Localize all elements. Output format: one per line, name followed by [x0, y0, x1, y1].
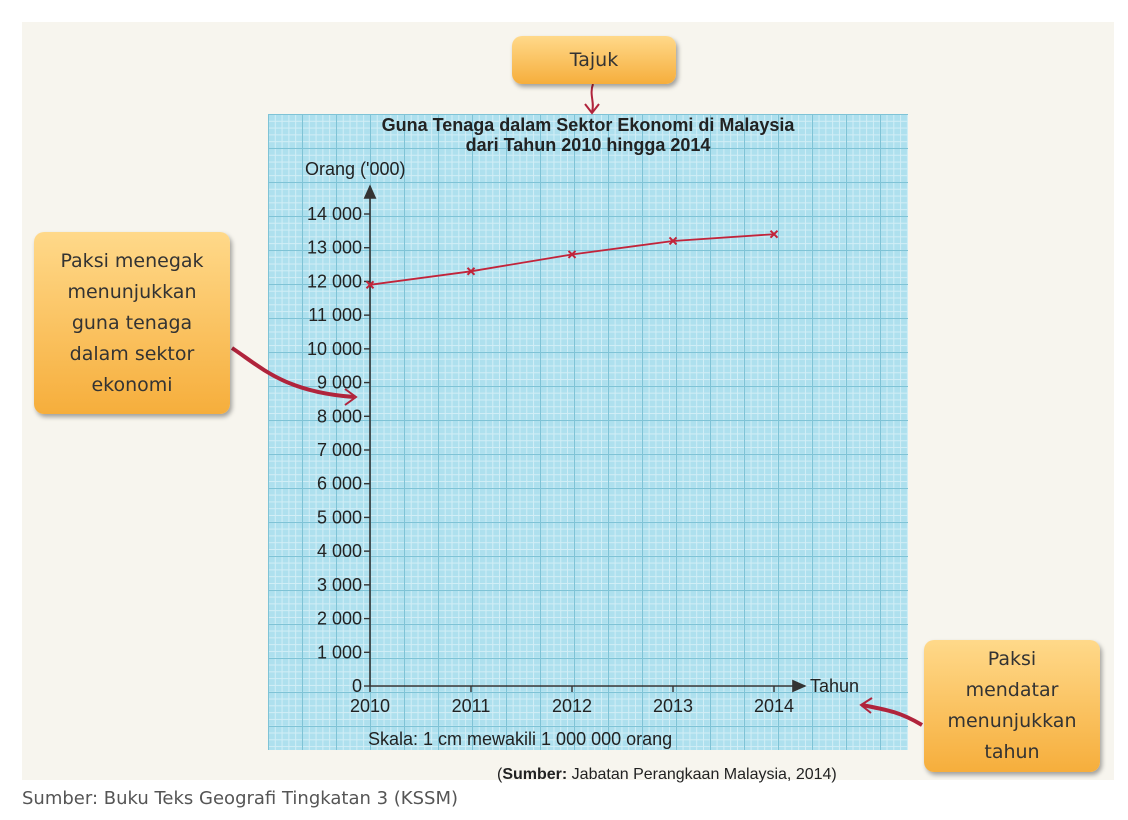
data-point-marker: [466, 267, 476, 276]
x-axis-label: Tahun: [810, 676, 859, 696]
x-callout-line: mendatar: [965, 679, 1059, 701]
x-callout-arrow: [861, 703, 924, 727]
scale-note: Skala: 1 cm mewakili 1 000 000 orang: [368, 729, 672, 749]
x-tick-label: 2013: [653, 696, 693, 716]
y-arrow-head: [344, 388, 358, 406]
title-callout: Tajuk: [512, 36, 676, 84]
source-caption: Sumber: Buku Teks Geografi Tingkatan 3 (…: [22, 788, 459, 809]
graph-paper: [268, 114, 908, 750]
data-point-marker: [668, 236, 678, 246]
y-callout-line: ekonomi: [91, 373, 173, 396]
series-line: [369, 233, 775, 286]
y-tick-label: 14 000: [307, 204, 362, 224]
y-tick-label: 8 000: [317, 406, 362, 426]
y-tick-label: 2 000: [317, 609, 362, 629]
y-tick-label: 7 000: [317, 440, 362, 460]
y-callout-line: dalam sektor: [69, 342, 195, 365]
x-tick-label: 2014: [754, 696, 794, 716]
title-arrow-head: [584, 103, 600, 115]
source-note: (Sumber: Jabatan Perangkaan Malaysia, 20…: [497, 766, 837, 783]
data-point-marker: [769, 230, 779, 239]
y-tick-label: 5 000: [317, 507, 362, 527]
x-callout-line: Paksi: [987, 648, 1037, 670]
y-tick-label: 6 000: [317, 474, 362, 494]
x-tick-label: 2011: [452, 696, 491, 716]
data-points: [365, 230, 779, 290]
x-axis-callout: Paksi mendatar menunjukkan tahun: [924, 640, 1100, 772]
y-callout-line: menunjukkan: [67, 280, 197, 303]
y-callout-line: guna tenaga: [71, 311, 193, 334]
y-tick-label: 4 000: [317, 541, 362, 561]
title-callout-arrow: [590, 83, 594, 113]
data-point-marker: [365, 280, 375, 290]
y-callout-line: Paksi menegak: [60, 249, 204, 272]
title-callout-text: Tajuk: [569, 49, 619, 71]
x-tick-label: 2010: [350, 696, 390, 716]
x-tick-label: 2012: [552, 696, 592, 716]
y-tick-label: 3 000: [317, 575, 362, 595]
x-callout-line: menunjukkan: [947, 710, 1077, 732]
y-ticks: 0 1 000 2 000 3 000 4 000 5 000 6 000 7 000 8 00…: [307, 204, 370, 696]
y-tick-label: 13 000: [307, 238, 362, 258]
y-axis-label: Orang ('000): [305, 159, 406, 179]
y-callout-arrow: [230, 346, 355, 399]
y-tick-label: 11 000: [308, 305, 362, 325]
chart-title-line1: Guna Tenaga dalam Sektor Ekonomi di Mala…: [382, 115, 796, 135]
x-callout-line: tahun: [984, 741, 1040, 763]
y-tick-label: 9 000: [317, 373, 362, 393]
y-tick-label: 1 000: [317, 642, 362, 662]
chart-title-line2: dari Tahun 2010 hingga 2014: [466, 135, 711, 155]
y-tick-label: 12 000: [307, 271, 362, 291]
y-tick-label: 0: [352, 676, 362, 696]
y-tick-label: 10 000: [307, 339, 362, 359]
x-arrow-head: [859, 697, 873, 714]
x-ticks: 2010 2011 2012 2013 2014: [350, 686, 794, 716]
data-point-marker: [567, 250, 577, 259]
y-axis-callout: Paksi menegak menunjukkan guna tenaga da…: [34, 232, 230, 414]
